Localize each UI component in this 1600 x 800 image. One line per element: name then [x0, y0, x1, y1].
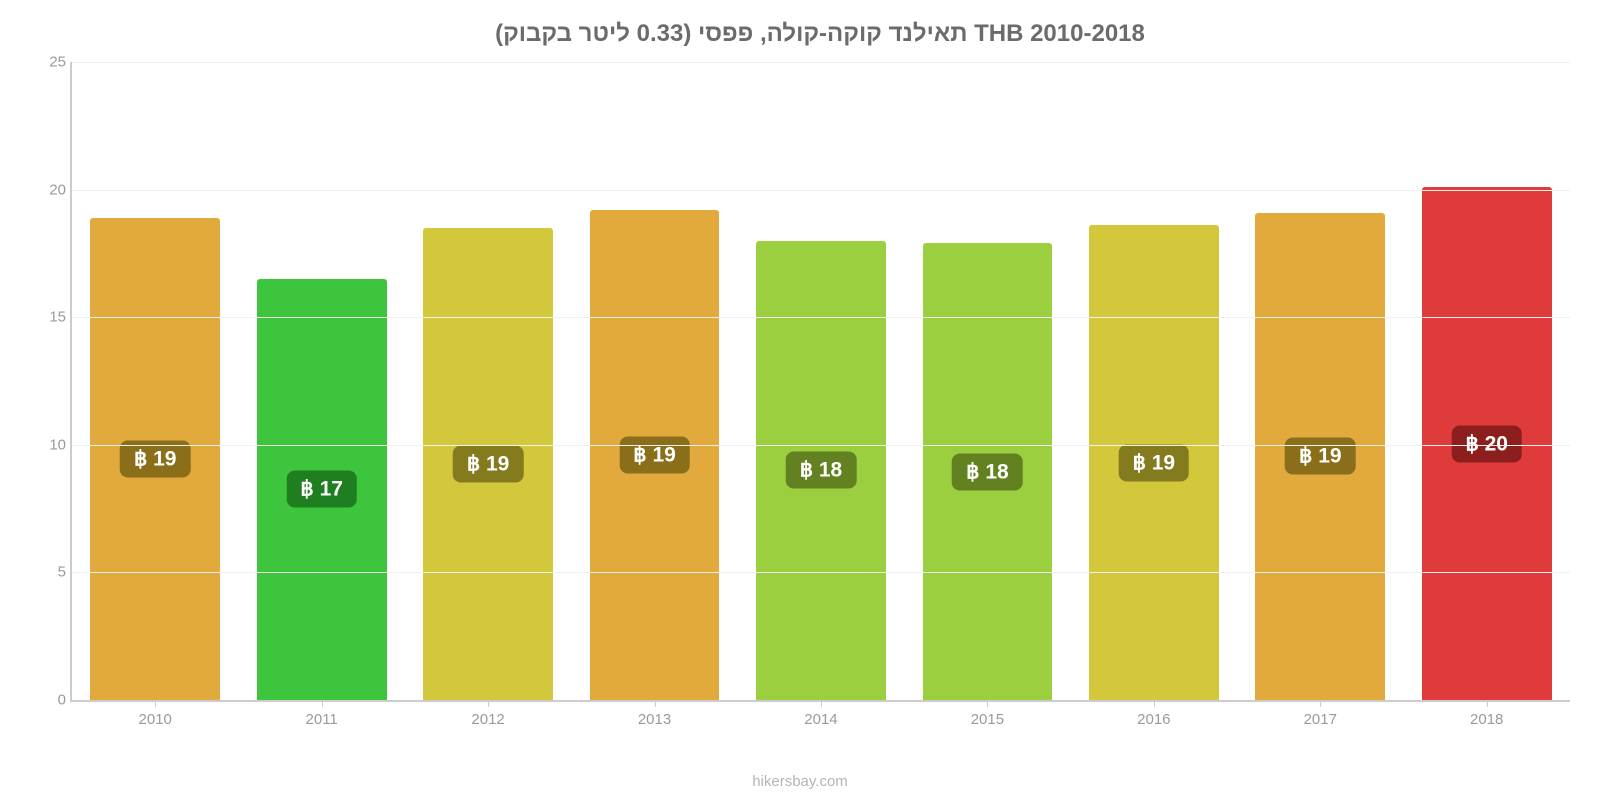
- grid-line: [72, 190, 1570, 191]
- bar-slot: ฿ 192016: [1071, 62, 1237, 700]
- x-axis-tick: 2015: [971, 711, 1004, 728]
- y-axis-tick: 10: [32, 436, 66, 453]
- bar-value-label: ฿ 19: [453, 445, 524, 482]
- bar-value-label: ฿ 19: [120, 440, 191, 477]
- x-axis-tick-mark: [1320, 700, 1321, 707]
- chart-container: תאילנד קוקה-קולה, פפסי (0.33 ליטר בקבוק)…: [0, 0, 1600, 800]
- bar-value-label: ฿ 19: [1285, 438, 1356, 475]
- x-axis-tick-mark: [655, 700, 656, 707]
- bar: ฿ 19: [1255, 213, 1385, 700]
- bar: ฿ 17: [257, 279, 387, 700]
- bar-slot: ฿ 202018: [1404, 62, 1570, 700]
- grid-line: [72, 317, 1570, 318]
- x-axis-tick: 2012: [471, 711, 504, 728]
- bar-value-label: ฿ 20: [1451, 425, 1522, 462]
- bar-value-label: ฿ 17: [286, 471, 357, 508]
- chart-title: תאילנד קוקה-קולה, פפסי (0.33 ליטר בקבוק)…: [70, 20, 1570, 48]
- x-axis-tick-mark: [322, 700, 323, 707]
- x-axis-tick: 2010: [139, 711, 172, 728]
- bar-value-label: ฿ 19: [1119, 444, 1190, 481]
- grid-line: [72, 62, 1570, 63]
- bar: ฿ 18: [756, 241, 886, 700]
- bar-slot: ฿ 192010: [72, 62, 238, 700]
- grid-line: [72, 572, 1570, 573]
- bar: ฿ 19: [1089, 225, 1219, 700]
- x-axis-tick: 2014: [804, 711, 837, 728]
- bar-value-label: ฿ 18: [786, 452, 857, 489]
- bar-slot: ฿ 182015: [904, 62, 1070, 700]
- x-axis-tick: 2016: [1137, 711, 1170, 728]
- y-axis-tick: 20: [32, 181, 66, 198]
- x-axis-tick: 2017: [1304, 711, 1337, 728]
- y-axis-tick: 5: [32, 564, 66, 581]
- x-axis-tick-mark: [987, 700, 988, 707]
- bar-slot: ฿ 172011: [238, 62, 404, 700]
- grid-line: [72, 445, 1570, 446]
- bar: ฿ 19: [423, 228, 553, 700]
- x-axis-tick-mark: [821, 700, 822, 707]
- x-axis-tick-mark: [1154, 700, 1155, 707]
- bar-slot: ฿ 182014: [738, 62, 904, 700]
- x-axis-tick-mark: [1487, 700, 1488, 707]
- bars-group: ฿ 192010฿ 172011฿ 192012฿ 192013฿ 182014…: [72, 62, 1570, 700]
- y-axis-tick: 15: [32, 309, 66, 326]
- x-axis-tick: 2011: [306, 711, 338, 728]
- bar-slot: ฿ 192012: [405, 62, 571, 700]
- bar-value-label: ฿ 18: [952, 453, 1023, 490]
- bar: ฿ 18: [923, 243, 1053, 700]
- y-axis-tick: 25: [32, 54, 66, 71]
- footer-credit: hikersbay.com: [0, 773, 1600, 790]
- bar: ฿ 20: [1422, 187, 1552, 700]
- bar-slot: ฿ 192013: [571, 62, 737, 700]
- x-axis-tick-mark: [488, 700, 489, 707]
- x-axis-tick-mark: [155, 700, 156, 707]
- plot-area: ฿ 192010฿ 172011฿ 192012฿ 192013฿ 182014…: [70, 62, 1570, 702]
- bar-value-label: ฿ 19: [619, 437, 690, 474]
- x-axis-tick: 2013: [638, 711, 671, 728]
- y-axis-tick: 0: [32, 692, 66, 709]
- bar-slot: ฿ 192017: [1237, 62, 1403, 700]
- bar: ฿ 19: [90, 218, 220, 700]
- x-axis-tick: 2018: [1470, 711, 1503, 728]
- bar: ฿ 19: [590, 210, 720, 700]
